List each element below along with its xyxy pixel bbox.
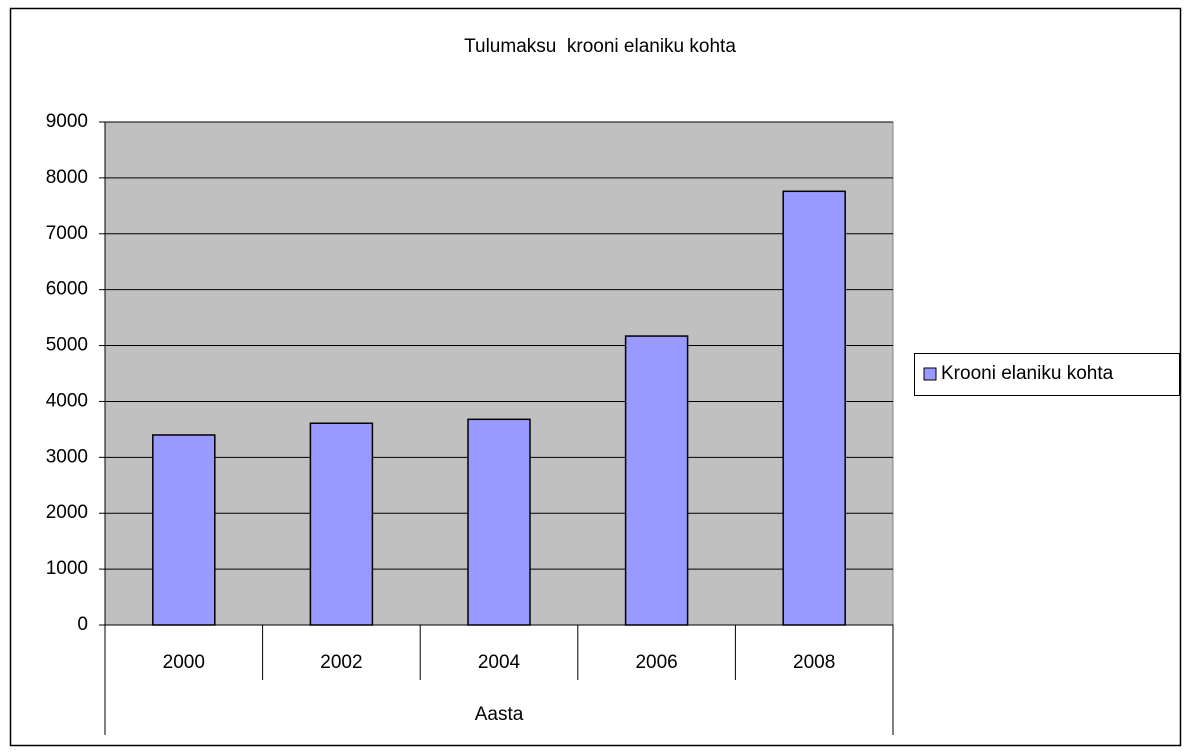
x-tick-label: 2000	[163, 652, 205, 673]
y-tick-label: 5000	[46, 335, 88, 356]
y-tick-label: 8000	[46, 167, 88, 188]
bar	[309, 422, 374, 626]
y-tick-label: 0	[77, 614, 88, 635]
legend-box	[914, 353, 1180, 396]
bar	[152, 434, 216, 626]
y-tick-label: 3000	[46, 446, 88, 467]
bar	[467, 418, 531, 626]
y-tick-label: 7000	[46, 223, 88, 244]
y-tick-label: 1000	[46, 558, 88, 579]
y-tick-label: 4000	[46, 390, 88, 411]
x-tick-label: 2004	[478, 652, 521, 673]
x-tick-label: 2006	[635, 652, 677, 673]
bar	[624, 335, 689, 626]
chart-title: Tulumaksu krooni elaniku kohta	[464, 36, 736, 57]
y-tick-label: 2000	[46, 502, 88, 523]
legend-label: Krooni elaniku kohta	[941, 363, 1114, 384]
legend-swatch	[923, 367, 937, 381]
x-tick-label: 2008	[793, 652, 835, 673]
y-tick-label: 6000	[46, 279, 88, 300]
x-axis-title: Aasta	[475, 704, 524, 725]
x-tick-label: 2002	[320, 652, 362, 673]
y-tick-label: 9000	[46, 111, 88, 132]
bar	[782, 190, 846, 626]
